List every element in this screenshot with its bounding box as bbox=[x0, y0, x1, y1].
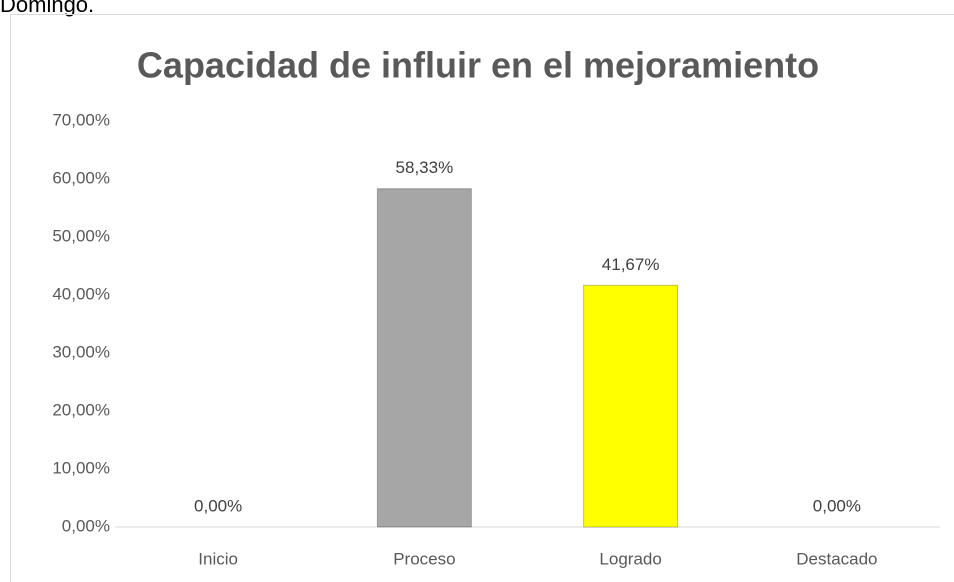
y-tick-label: 0,00% bbox=[62, 516, 110, 535]
y-tick-label: 10,00% bbox=[52, 458, 110, 477]
y-tick-label: 70,00% bbox=[52, 110, 110, 129]
x-tick-label: Proceso bbox=[393, 549, 455, 568]
y-tick-label: 20,00% bbox=[52, 400, 110, 419]
bar bbox=[376, 188, 472, 528]
data-label: 0,00% bbox=[813, 496, 861, 515]
data-label: 58,33% bbox=[396, 158, 454, 177]
data-label: 41,67% bbox=[602, 255, 660, 274]
chart-title: Capacidad de influir en el mejoramiento bbox=[137, 45, 819, 86]
y-tick-label: 30,00% bbox=[52, 342, 110, 361]
y-tick-label: 50,00% bbox=[52, 226, 110, 245]
x-tick-label: Destacado bbox=[796, 549, 877, 568]
chart-border bbox=[10, 14, 954, 582]
x-tick-label: Inicio bbox=[198, 549, 238, 568]
data-label: 0,00% bbox=[194, 496, 242, 515]
y-tick-label: 40,00% bbox=[52, 284, 110, 303]
y-tick-label: 60,00% bbox=[52, 168, 110, 187]
caption: Domingo. bbox=[0, 0, 95, 17]
bar bbox=[583, 284, 679, 528]
x-tick-label: Logrado bbox=[599, 549, 661, 568]
